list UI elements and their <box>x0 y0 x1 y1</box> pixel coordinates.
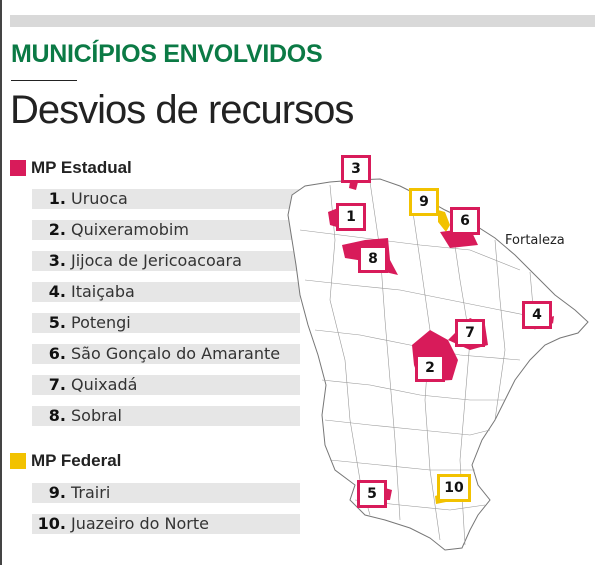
map-marker-7: 7 <box>455 319 485 347</box>
item-name: Itaiçaba <box>71 282 135 301</box>
list-item: 3. Jijoca de Jericoacoara <box>32 251 300 271</box>
city-label-fortaleza: Fortaleza <box>505 233 565 248</box>
section-kicker: MUNICÍPIOS ENVOLVIDOS <box>11 40 323 68</box>
left-border <box>0 0 2 565</box>
legend-label: MP Estadual <box>31 158 132 177</box>
item-name: Quixadá <box>71 375 138 394</box>
item-num: 1. <box>48 189 66 208</box>
item-name: Juazeiro do Norte <box>71 514 209 533</box>
item-name: Sobral <box>71 406 122 425</box>
map-marker-4: 4 <box>522 301 552 329</box>
federal-swatch <box>10 453 26 469</box>
item-name: São Gonçalo do Amarante <box>71 344 281 363</box>
item-num: 7. <box>48 375 66 394</box>
map-marker-8: 8 <box>358 245 388 273</box>
map-marker-5: 5 <box>357 480 387 508</box>
list-item: 10. Juazeiro do Norte <box>32 514 300 534</box>
list-item: 6. São Gonçalo do Amarante <box>32 344 300 364</box>
item-name: Quixeramobim <box>71 220 189 239</box>
item-num: 3. <box>48 251 66 270</box>
legend-mp-federal: MP Federal <box>10 451 121 471</box>
item-num: 2. <box>48 220 66 239</box>
list-item: 7. Quixadá <box>32 375 300 395</box>
map-marker-3: 3 <box>341 155 371 183</box>
item-num: 4. <box>48 282 66 301</box>
item-name: Jijoca de Jericoacoara <box>71 251 242 270</box>
area-jijoca <box>349 182 358 190</box>
legend-mp-estadual: MP Estadual <box>10 158 132 178</box>
map-marker-1: 1 <box>336 203 366 231</box>
area-trairi <box>438 210 450 232</box>
list-item: 9. Trairi <box>32 483 300 503</box>
page-title: Desvios de recursos <box>10 88 354 132</box>
item-num: 10. <box>37 514 66 533</box>
list-item: 8. Sobral <box>32 406 300 426</box>
list-item: 2. Quixeramobim <box>32 220 300 240</box>
list-item: 1. Uruoca <box>32 189 300 209</box>
item-num: 6. <box>48 344 66 363</box>
item-num: 5. <box>48 313 66 332</box>
map-marker-10: 10 <box>437 474 471 502</box>
legend-label: MP Federal <box>31 451 122 470</box>
item-name: Trairi <box>71 483 111 502</box>
map-marker-9: 9 <box>409 188 439 216</box>
estadual-swatch <box>10 160 26 176</box>
list-item: 5. Potengi <box>32 313 300 333</box>
divider <box>11 80 77 81</box>
list-item: 4. Itaiçaba <box>32 282 300 302</box>
map-marker-2: 2 <box>415 354 445 382</box>
map-marker-6: 6 <box>450 207 480 235</box>
item-name: Uruoca <box>71 189 128 208</box>
item-num: 9. <box>48 483 66 502</box>
top-bar <box>10 15 595 27</box>
item-num: 8. <box>48 406 66 425</box>
item-name: Potengi <box>71 313 131 332</box>
